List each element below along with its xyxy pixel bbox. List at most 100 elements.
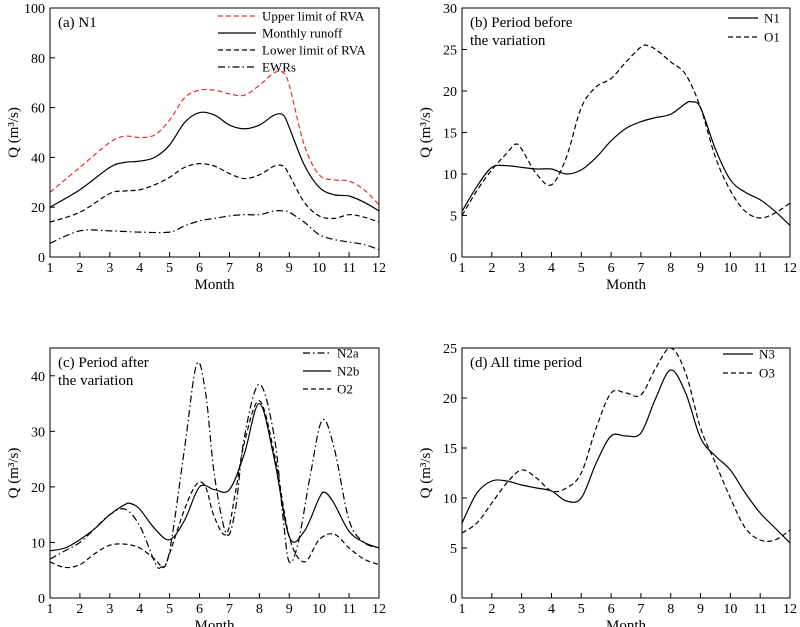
plot-frame — [49, 7, 380, 258]
y-axis-label: Q (m³/s) — [6, 448, 22, 499]
y-axis-label: Q (m³/s) — [418, 107, 434, 158]
y-tick-label: 30 — [443, 2, 457, 17]
x-tick-label: 7 — [637, 602, 644, 617]
x-axis-label: Month — [606, 277, 647, 293]
y-tick-label: 10 — [443, 168, 457, 183]
x-tick-label: 4 — [548, 261, 555, 276]
x-tick-label: 12 — [783, 261, 797, 276]
series-line-o1 — [462, 44, 790, 219]
y-tick-label: 20 — [443, 85, 457, 100]
series-line-o3 — [462, 348, 790, 542]
y-tick-label: 60 — [31, 102, 45, 117]
legend-label: N3 — [759, 347, 775, 362]
legend-label: N2a — [337, 346, 359, 361]
y-tick-label: 15 — [443, 442, 457, 457]
y-tick-label: 10 — [443, 492, 457, 507]
x-tick-label: 11 — [342, 261, 355, 276]
x-tick-label: 8 — [667, 261, 674, 276]
legend-label: O1 — [764, 30, 780, 45]
y-tick-label: 0 — [38, 251, 45, 266]
y-tick-label: 0 — [450, 592, 457, 607]
y-tick-label: 30 — [31, 425, 45, 440]
y-tick-label: 100 — [24, 2, 45, 17]
y-axis-label: Q (m³/s) — [6, 107, 22, 158]
x-tick-label: 1 — [47, 602, 54, 617]
y-tick-label: 0 — [38, 592, 45, 607]
plot-frame — [461, 347, 791, 599]
series-line-lower-limit-of-rva — [50, 163, 379, 223]
x-tick-label: 9 — [697, 261, 704, 276]
x-tick-label: 11 — [753, 261, 766, 276]
y-tick-label: 40 — [31, 151, 45, 166]
x-tick-label: 6 — [608, 602, 615, 617]
series-line-n2a — [50, 361, 379, 569]
x-tick-label: 7 — [226, 602, 233, 617]
legend-label: Lower limit of RVA — [262, 43, 366, 58]
panel-title: (a) N1 — [58, 15, 97, 31]
x-tick-label: 7 — [637, 261, 644, 276]
series-line-upper-limit-of-rva — [50, 70, 379, 206]
x-tick-label: 2 — [76, 261, 83, 276]
y-tick-label: 20 — [31, 481, 45, 496]
y-tick-label: 25 — [443, 44, 457, 59]
y-tick-label: 5 — [450, 542, 457, 557]
y-tick-label: 40 — [31, 370, 45, 385]
x-tick-label: 6 — [196, 261, 203, 276]
series-line-n1 — [462, 100, 790, 226]
x-tick-label: 10 — [312, 261, 326, 276]
plot-frame — [49, 347, 380, 599]
y-tick-label: 5 — [450, 210, 457, 225]
x-axis-label: Month — [194, 618, 235, 627]
x-tick-label: 4 — [136, 261, 143, 276]
x-tick-label: 11 — [753, 602, 766, 617]
series-line-n3 — [462, 369, 790, 544]
x-tick-label: 5 — [578, 261, 585, 276]
panel-title-line2: the variation — [58, 373, 134, 389]
x-tick-label: 5 — [166, 261, 173, 276]
y-axis-label: Q (m³/s) — [418, 448, 434, 499]
x-axis-label: Month — [606, 618, 647, 627]
series-line-monthly-runoff — [50, 111, 379, 212]
x-tick-label: 5 — [578, 602, 585, 617]
x-tick-label: 3 — [106, 261, 113, 276]
series-line-ewrs — [50, 210, 379, 251]
legend-label: EWRs — [262, 60, 296, 75]
series-line-n2b — [50, 402, 379, 552]
y-tick-label: 20 — [443, 392, 457, 407]
x-tick-label: 12 — [372, 261, 386, 276]
y-tick-label: 0 — [450, 251, 457, 266]
x-tick-label: 8 — [667, 602, 674, 617]
x-tick-label: 4 — [548, 602, 555, 617]
x-tick-label: 10 — [312, 602, 326, 617]
x-tick-label: 3 — [518, 602, 525, 617]
x-tick-label: 7 — [226, 261, 233, 276]
legend-label: O3 — [759, 366, 775, 381]
panel-title: (d) All time period — [470, 355, 583, 371]
x-tick-label: 1 — [459, 602, 466, 617]
series-line-o2 — [50, 400, 379, 569]
x-tick-label: 12 — [783, 602, 797, 617]
panel-title-line2: the variation — [470, 33, 546, 49]
x-tick-label: 3 — [106, 602, 113, 617]
x-tick-label: 12 — [372, 602, 386, 617]
x-tick-label: 10 — [723, 602, 737, 617]
x-tick-label: 6 — [196, 602, 203, 617]
x-tick-label: 1 — [47, 261, 54, 276]
legend-label: N2b — [337, 364, 359, 379]
x-tick-label: 2 — [488, 261, 495, 276]
x-axis-label: Month — [194, 277, 235, 293]
x-tick-label: 2 — [488, 602, 495, 617]
x-tick-label: 1 — [459, 261, 466, 276]
legend-label: Monthly runoff — [262, 26, 343, 41]
legend-label: O2 — [337, 382, 353, 397]
x-tick-label: 5 — [166, 602, 173, 617]
x-tick-label: 2 — [76, 602, 83, 617]
x-tick-label: 6 — [608, 261, 615, 276]
panel-title: (b) Period before — [470, 15, 573, 31]
x-tick-label: 8 — [256, 261, 263, 276]
